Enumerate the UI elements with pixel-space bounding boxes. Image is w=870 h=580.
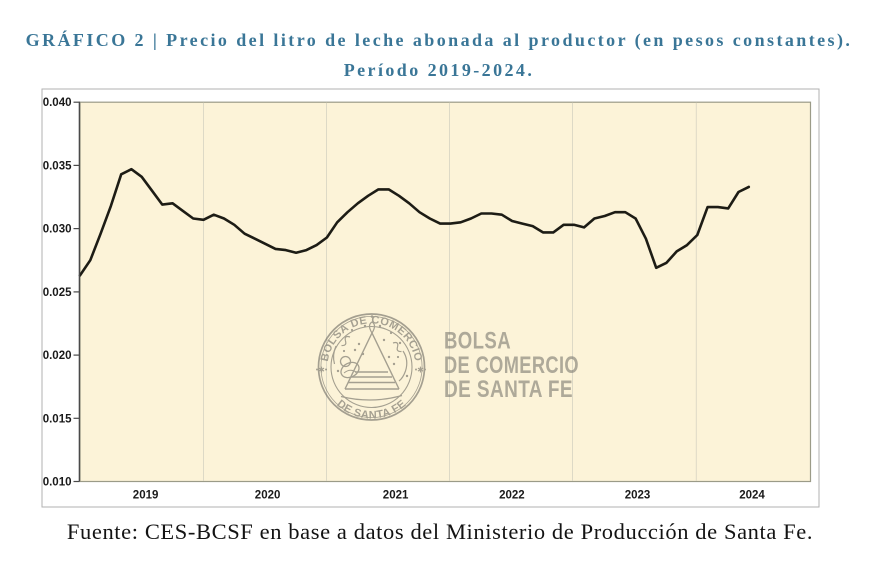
svg-text:2024: 2024 [739, 490, 765, 502]
svg-text:2021: 2021 [383, 490, 409, 502]
svg-text:✱: ✱ [417, 366, 424, 375]
svg-text:2023: 2023 [625, 490, 651, 502]
svg-text:0.015: 0.015 [43, 413, 72, 425]
svg-text:BOLSA: BOLSA [444, 328, 511, 355]
svg-text:0.030: 0.030 [43, 224, 72, 236]
svg-text:✱: ✱ [318, 366, 325, 375]
svg-text:2020: 2020 [255, 490, 281, 502]
svg-text:0.035: 0.035 [43, 160, 72, 172]
svg-text:DE SANTA FE: DE SANTA FE [444, 376, 573, 403]
svg-text:0.040: 0.040 [43, 97, 72, 109]
svg-text:2022: 2022 [499, 490, 525, 502]
svg-text:2019: 2019 [133, 490, 159, 502]
svg-text:0.020: 0.020 [43, 350, 72, 362]
svg-text:0.010: 0.010 [43, 477, 72, 489]
svg-text:DE COMERCIO: DE COMERCIO [444, 352, 579, 379]
svg-text:0.025: 0.025 [43, 287, 72, 299]
